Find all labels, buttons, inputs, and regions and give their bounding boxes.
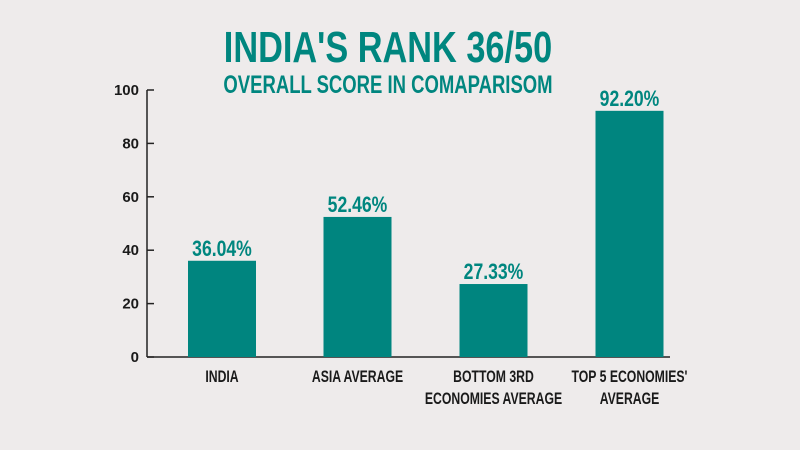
bar: [459, 284, 528, 357]
y-tick-label: 100: [114, 82, 139, 99]
x-tick-label: BOTTOM 3RD: [453, 368, 534, 386]
y-tick-label: 80: [122, 135, 139, 152]
y-tick-label: 20: [122, 296, 139, 313]
data-label: 92.20%: [600, 87, 660, 111]
data-label: 36.04%: [192, 237, 252, 261]
data-label: 27.33%: [464, 260, 524, 284]
chart-title: INDIA'S RANK 36/50: [224, 23, 552, 72]
bar: [188, 260, 256, 357]
bar: [323, 216, 392, 357]
bar: [595, 110, 664, 358]
y-tick-label: 60: [122, 189, 139, 206]
y-tick-label: 40: [122, 242, 139, 259]
x-tick-label: INDIA: [205, 368, 239, 386]
data-label: 52.46%: [328, 193, 388, 217]
x-tick-label: AVERAGE: [600, 390, 660, 408]
x-tick-label: TOP 5 ECONOMIES': [572, 368, 688, 386]
y-tick-label: 0: [131, 349, 139, 366]
chart-subtitle: OVERALL SCORE IN COMAPARISOM: [223, 70, 552, 98]
x-tick-label: ECONOMIES AVERAGE: [425, 390, 562, 408]
x-tick-label: ASIA AVERAGE: [312, 368, 403, 386]
